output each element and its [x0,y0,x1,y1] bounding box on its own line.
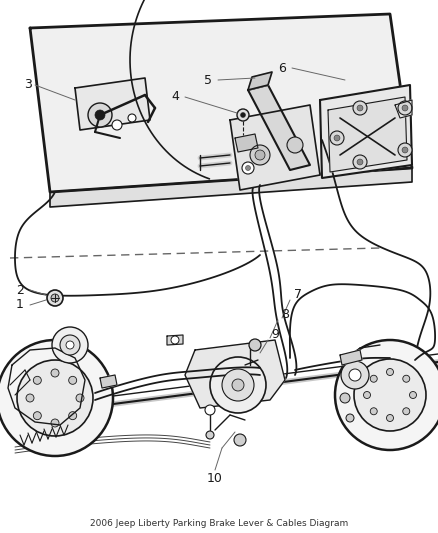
Circle shape [255,150,265,160]
Circle shape [17,360,93,436]
Polygon shape [167,335,183,345]
Text: 2006 Jeep Liberty Parking Brake Lever & Cables Diagram: 2006 Jeep Liberty Parking Brake Lever & … [90,519,348,528]
Circle shape [353,155,367,169]
Circle shape [51,294,59,302]
Circle shape [33,411,41,419]
Circle shape [69,411,77,419]
Polygon shape [185,340,285,408]
Circle shape [346,414,354,422]
Circle shape [76,394,84,402]
Circle shape [370,375,377,382]
Circle shape [410,392,417,399]
Text: 4: 4 [171,91,179,103]
Text: 9: 9 [271,328,279,342]
Circle shape [335,340,438,450]
Text: 2: 2 [16,284,24,296]
Circle shape [234,434,246,446]
Polygon shape [248,85,310,170]
Circle shape [206,431,214,439]
Circle shape [232,379,244,391]
Circle shape [386,368,393,376]
Polygon shape [100,375,117,388]
Polygon shape [235,134,258,152]
Circle shape [334,135,340,141]
Circle shape [210,357,266,413]
Circle shape [398,143,412,157]
Circle shape [402,105,408,111]
Circle shape [112,120,122,130]
Polygon shape [328,97,407,172]
Circle shape [240,112,246,117]
Circle shape [370,408,377,415]
Circle shape [95,110,105,120]
Circle shape [237,109,249,121]
Text: 7: 7 [294,288,302,302]
Polygon shape [395,100,412,118]
Circle shape [357,105,363,111]
Polygon shape [30,14,412,192]
Polygon shape [75,78,150,130]
Circle shape [287,137,303,153]
Circle shape [398,101,412,115]
Text: 8: 8 [281,309,289,321]
Circle shape [69,376,77,384]
Circle shape [354,359,426,431]
Circle shape [242,162,254,174]
Polygon shape [50,168,412,207]
Text: 3: 3 [24,78,32,92]
Circle shape [88,103,112,127]
Circle shape [51,369,59,377]
Circle shape [205,405,215,415]
Circle shape [66,341,74,349]
Circle shape [340,393,350,403]
Circle shape [0,340,113,456]
Circle shape [128,114,136,122]
Circle shape [222,369,254,401]
Circle shape [246,166,251,171]
Text: 5: 5 [204,74,212,86]
Circle shape [353,101,367,115]
Polygon shape [230,105,320,190]
Circle shape [60,335,80,355]
Circle shape [403,408,410,415]
Circle shape [357,159,363,165]
Text: 6: 6 [278,61,286,75]
Circle shape [51,419,59,427]
Circle shape [402,147,408,153]
Text: 1: 1 [16,298,24,311]
Text: 10: 10 [207,472,223,484]
Polygon shape [248,72,272,90]
Circle shape [341,361,369,389]
Circle shape [250,145,270,165]
Circle shape [249,339,261,351]
Circle shape [33,376,41,384]
Circle shape [386,415,393,422]
Circle shape [364,392,371,399]
Circle shape [171,336,179,344]
Circle shape [47,290,63,306]
Polygon shape [320,85,412,178]
Circle shape [330,131,344,145]
Circle shape [349,369,361,381]
Polygon shape [340,350,362,365]
Circle shape [26,394,34,402]
Circle shape [52,327,88,363]
Circle shape [403,375,410,382]
